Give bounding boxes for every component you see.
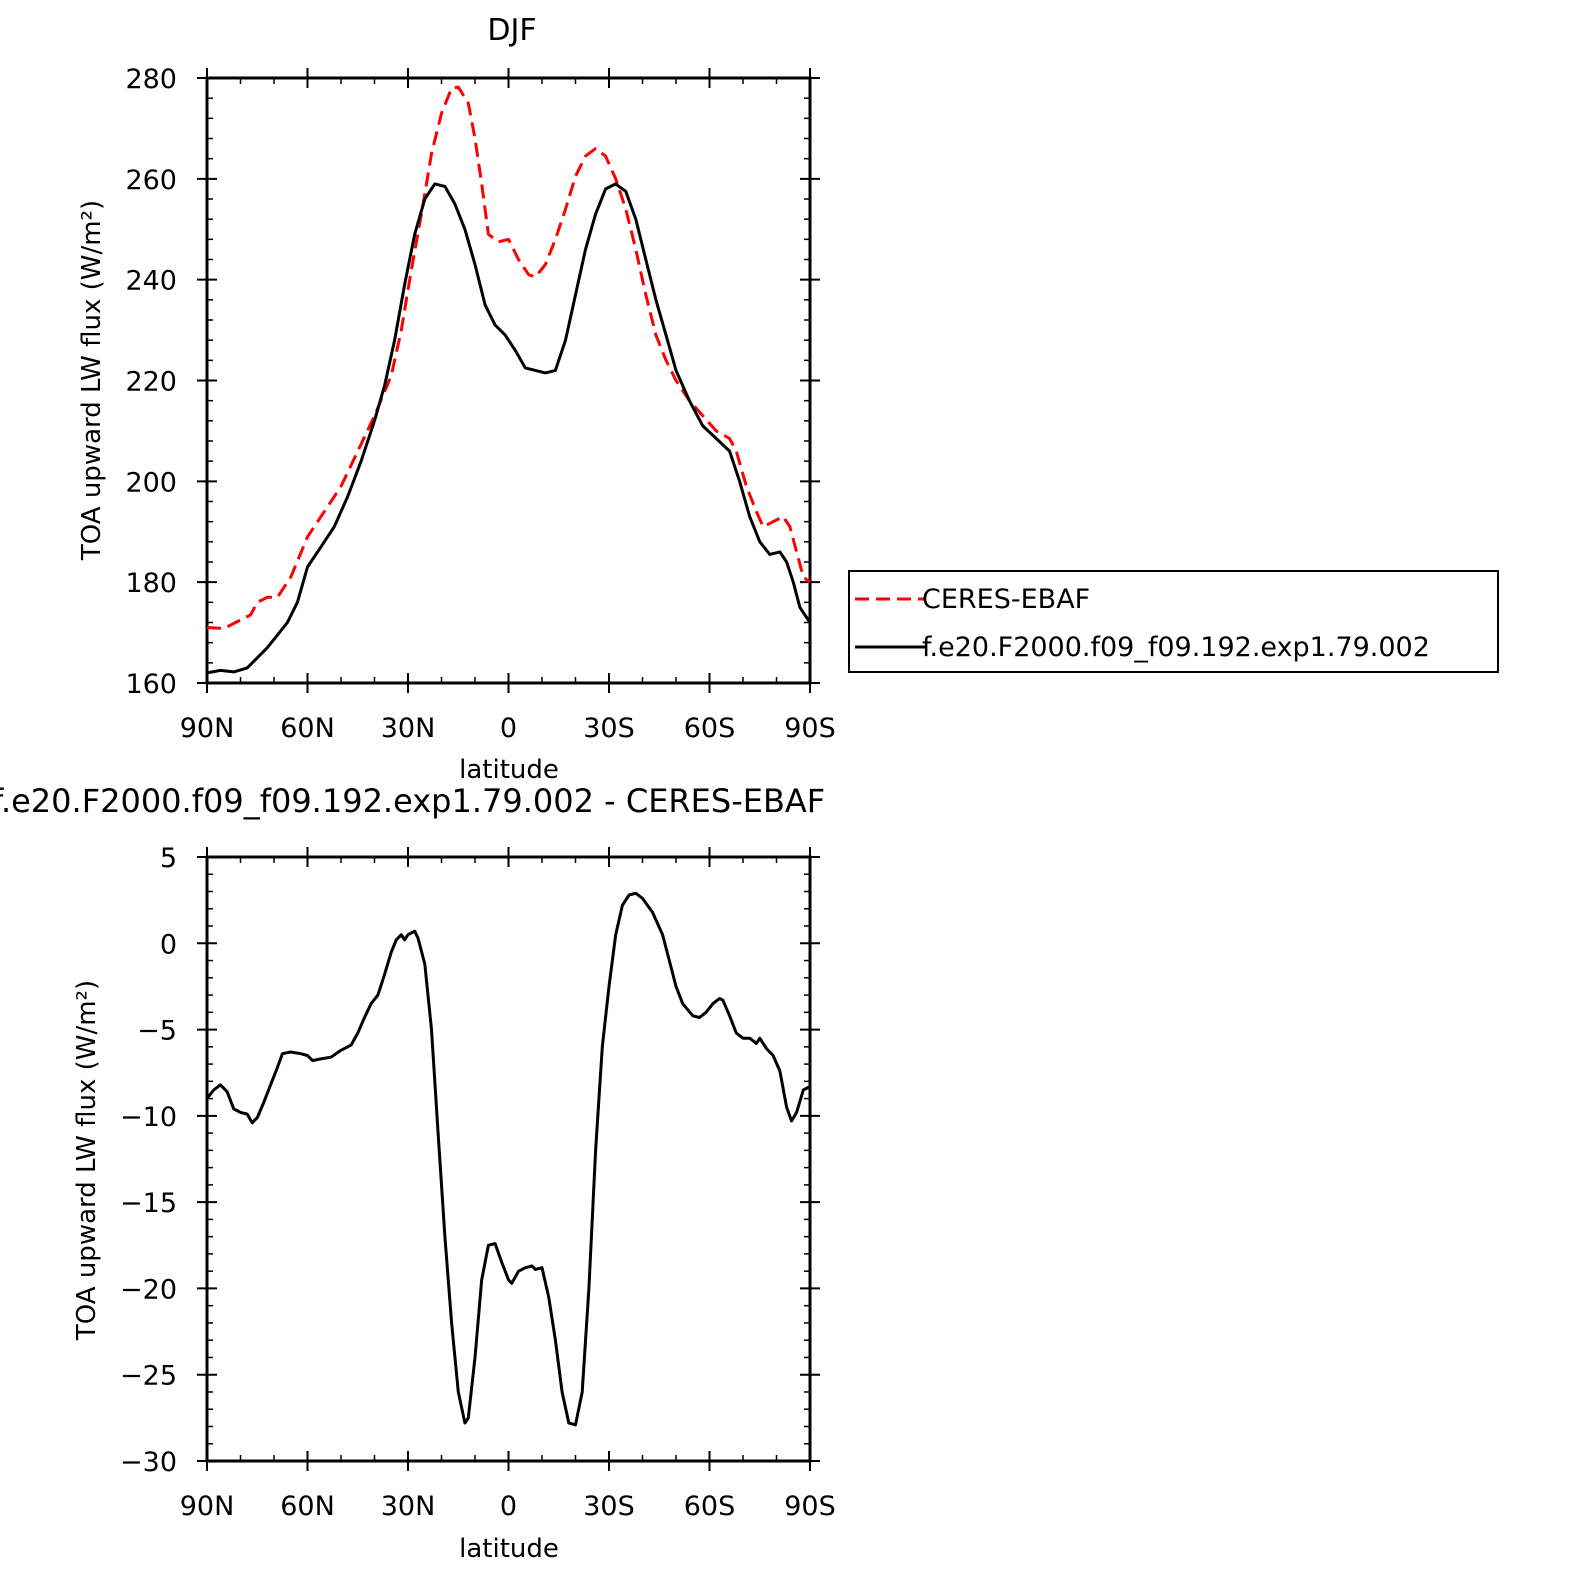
x-tick-labels: 90N 60N 30N 0 30S 60S 90S <box>180 713 836 744</box>
djf-line-chart: DJF 160 180 200 220 240 260 280 90N 60N 30N 0 30S 6… <box>77 13 836 785</box>
series-line-0 <box>205 891 811 1427</box>
series-group <box>206 85 812 675</box>
y-tick-label: 240 <box>125 266 177 297</box>
y-tick-labels: −30 −25 −20 −15 −10 −5 0 5 <box>120 843 177 1478</box>
difference-line-chart: f.e20.F2000.f09_f09.192.exp1.79.002 - CE… <box>0 782 836 1564</box>
series-line-0 <box>206 85 811 630</box>
x-tick-label: 60N <box>280 713 335 744</box>
y-tick-labels: 160 180 200 220 240 260 280 <box>125 64 177 700</box>
x-tick-label: 0 <box>500 713 517 744</box>
legend: CERES-EBAF f.e20.F2000.f09_f09.192.exp1.… <box>848 570 1499 673</box>
y-tick-label: 260 <box>125 165 177 196</box>
y-tick-label: −5 <box>137 1016 177 1047</box>
x-tick-label: 30N <box>381 713 436 744</box>
y-tick-label: 200 <box>125 467 177 498</box>
x-tick-label: 60S <box>684 1491 736 1522</box>
y-tick-label: 0 <box>160 929 177 960</box>
y-tick-label: −10 <box>120 1102 177 1133</box>
x-axis-label: latitude <box>459 1534 559 1564</box>
y-tick-label: −20 <box>120 1274 177 1305</box>
series-group <box>205 891 811 1427</box>
legend-label-model: f.e20.F2000.f09_f09.192.exp1.79.002 <box>922 632 1430 663</box>
chart-title: DJF <box>487 13 536 48</box>
x-tick-label: 30N <box>381 1491 436 1522</box>
y-tick-label: 220 <box>125 367 177 398</box>
y-tick-label: 160 <box>125 669 177 700</box>
x-tick-label: 30S <box>583 713 635 744</box>
axis-ticks <box>197 847 820 1471</box>
y-tick-label: 5 <box>160 843 177 874</box>
y-tick-label: 180 <box>125 568 177 599</box>
x-tick-label: 60N <box>280 1491 335 1522</box>
y-axis-label: TOA upward LW flux (W/m²) <box>72 980 102 1341</box>
x-tick-label: 0 <box>500 1491 517 1522</box>
y-tick-label: −25 <box>120 1361 177 1392</box>
plot-frame <box>205 855 812 1463</box>
x-tick-label: 90N <box>180 713 235 744</box>
y-tick-label: −30 <box>120 1447 177 1478</box>
axis-ticks <box>197 68 820 693</box>
x-tick-label: 60S <box>684 713 736 744</box>
x-tick-label: 90N <box>180 1491 235 1522</box>
x-tick-labels: 90N 60N 30N 0 30S 60S 90S <box>180 1491 836 1522</box>
y-tick-label: −15 <box>120 1188 177 1219</box>
x-axis-label: latitude <box>459 755 559 785</box>
chart-title: f.e20.F2000.f09_f09.192.exp1.79.002 - CE… <box>0 782 825 820</box>
plot-frame <box>205 76 812 685</box>
y-tick-label: 280 <box>125 64 177 95</box>
legend-label-ceres: CERES-EBAF <box>922 584 1090 615</box>
x-tick-label: 90S <box>784 1491 836 1522</box>
series-line-1 <box>206 182 812 675</box>
y-axis-label: TOA upward LW flux (W/m²) <box>77 200 107 561</box>
x-tick-label: 30S <box>583 1491 635 1522</box>
x-tick-label: 90S <box>784 713 836 744</box>
legend-box <box>848 570 1499 673</box>
